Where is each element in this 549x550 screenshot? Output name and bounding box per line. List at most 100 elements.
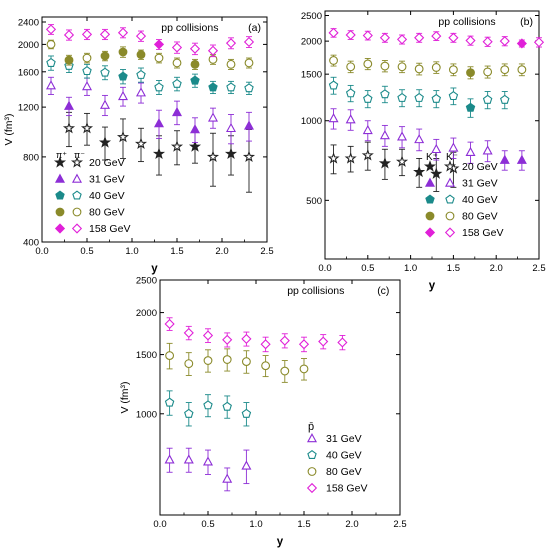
- data-point: [183, 454, 194, 464]
- data-point: [208, 82, 218, 92]
- legend-label: 158 GeV: [462, 227, 503, 239]
- legend-header: p̄: [308, 421, 314, 433]
- data-point: [397, 62, 407, 72]
- data-point: [45, 80, 57, 90]
- data-point: [327, 152, 340, 164]
- legend-marker: [425, 194, 435, 204]
- data-point: [345, 114, 356, 124]
- data-point: [45, 24, 57, 35]
- data-series-8: [516, 38, 527, 49]
- data-point: [517, 65, 527, 75]
- data-point: [241, 333, 252, 344]
- data-series-5: [46, 55, 254, 95]
- data-point: [361, 148, 374, 161]
- data-point: [241, 357, 251, 366]
- data-point: [344, 152, 357, 164]
- data-point: [242, 150, 256, 163]
- x-tick-label: 1.5: [170, 246, 183, 257]
- legend-marker: [445, 194, 455, 204]
- x-tick-label: 2.5: [393, 519, 406, 530]
- plot-frame: [159, 279, 401, 516]
- y-tick-label: 1000: [136, 409, 157, 420]
- data-point: [346, 62, 356, 72]
- data-point: [241, 460, 252, 470]
- x-tick-label: 1.0: [404, 263, 417, 274]
- data-series-2: [165, 342, 309, 383]
- data-point: [397, 131, 408, 141]
- legend-header: π⁺: [56, 150, 67, 160]
- data-point: [395, 155, 409, 167]
- y-tick-label: 500: [306, 196, 322, 207]
- data-point: [337, 337, 348, 348]
- data-point: [533, 37, 545, 48]
- legend-marker: [423, 160, 437, 172]
- data-point: [152, 147, 166, 160]
- data-point: [99, 99, 111, 109]
- panel-label: (b): [520, 16, 533, 28]
- legend-marker: [444, 227, 456, 238]
- x-tick-label: 2.5: [260, 246, 273, 257]
- data-point: [362, 30, 373, 41]
- legend-marker: [71, 223, 83, 234]
- data-point: [397, 92, 407, 102]
- x-tick-label: 1.5: [447, 263, 460, 274]
- legend-marker: [71, 173, 83, 183]
- data-point: [430, 167, 443, 179]
- data-point: [482, 36, 493, 47]
- data-point: [244, 58, 254, 68]
- data-point: [499, 36, 510, 47]
- data-point: [241, 408, 252, 418]
- data-point: [164, 318, 175, 330]
- legend-label: 80 GeV: [89, 207, 125, 219]
- legend-label: 31 GeV: [89, 174, 125, 186]
- data-point: [100, 67, 110, 77]
- data-series-4: [465, 98, 476, 118]
- data-point: [99, 29, 111, 40]
- data-point: [500, 65, 510, 75]
- legend-label: 20 GeV: [89, 157, 125, 169]
- plot-frame: [324, 10, 540, 260]
- data-point: [225, 122, 237, 133]
- legend-marker: [445, 211, 455, 221]
- data-point: [207, 45, 219, 56]
- x-tick-label: 1.5: [297, 519, 310, 530]
- data-point: [116, 130, 130, 143]
- data-point: [202, 456, 214, 466]
- legend-marker: [306, 433, 318, 443]
- y-tick-label: 1500: [136, 350, 157, 361]
- legend-label: 80 GeV: [462, 211, 498, 223]
- legend-label: 31 GeV: [326, 433, 362, 445]
- data-point: [318, 336, 329, 347]
- data-series-5: [328, 76, 510, 110]
- y-tick-label: 2000: [136, 308, 157, 319]
- data-series-0: [164, 447, 252, 492]
- data-point: [379, 129, 390, 140]
- data-point: [222, 473, 233, 483]
- data-point: [46, 39, 56, 49]
- data-series-2: [499, 150, 527, 171]
- data-point: [64, 55, 74, 65]
- data-point: [136, 69, 146, 79]
- x-tick-label: 0.0: [35, 246, 48, 257]
- data-point: [135, 87, 147, 97]
- data-point: [345, 29, 356, 41]
- data-series-0: [378, 148, 443, 192]
- data-point: [345, 88, 356, 98]
- data-point: [63, 100, 75, 110]
- data-series-7: [329, 54, 527, 79]
- data-series-6: [466, 66, 475, 80]
- legend-label: 31 GeV: [462, 178, 498, 190]
- chart-panel-2: 0.0 0.5 1.0 1.5 2.0 2.5 500 1000 1500 2000 2500 y pp…: [301, 10, 546, 292]
- data-point: [414, 64, 424, 74]
- data-point: [171, 42, 183, 53]
- data-point: [516, 38, 527, 49]
- data-point: [184, 359, 194, 369]
- data-point: [172, 78, 182, 88]
- data-point: [190, 75, 200, 85]
- data-point: [190, 59, 200, 69]
- y-tick-label: 1200: [18, 103, 39, 114]
- data-point: [260, 339, 271, 350]
- legend-marker: [424, 177, 436, 187]
- data-point: [380, 61, 390, 71]
- data-point: [153, 39, 165, 50]
